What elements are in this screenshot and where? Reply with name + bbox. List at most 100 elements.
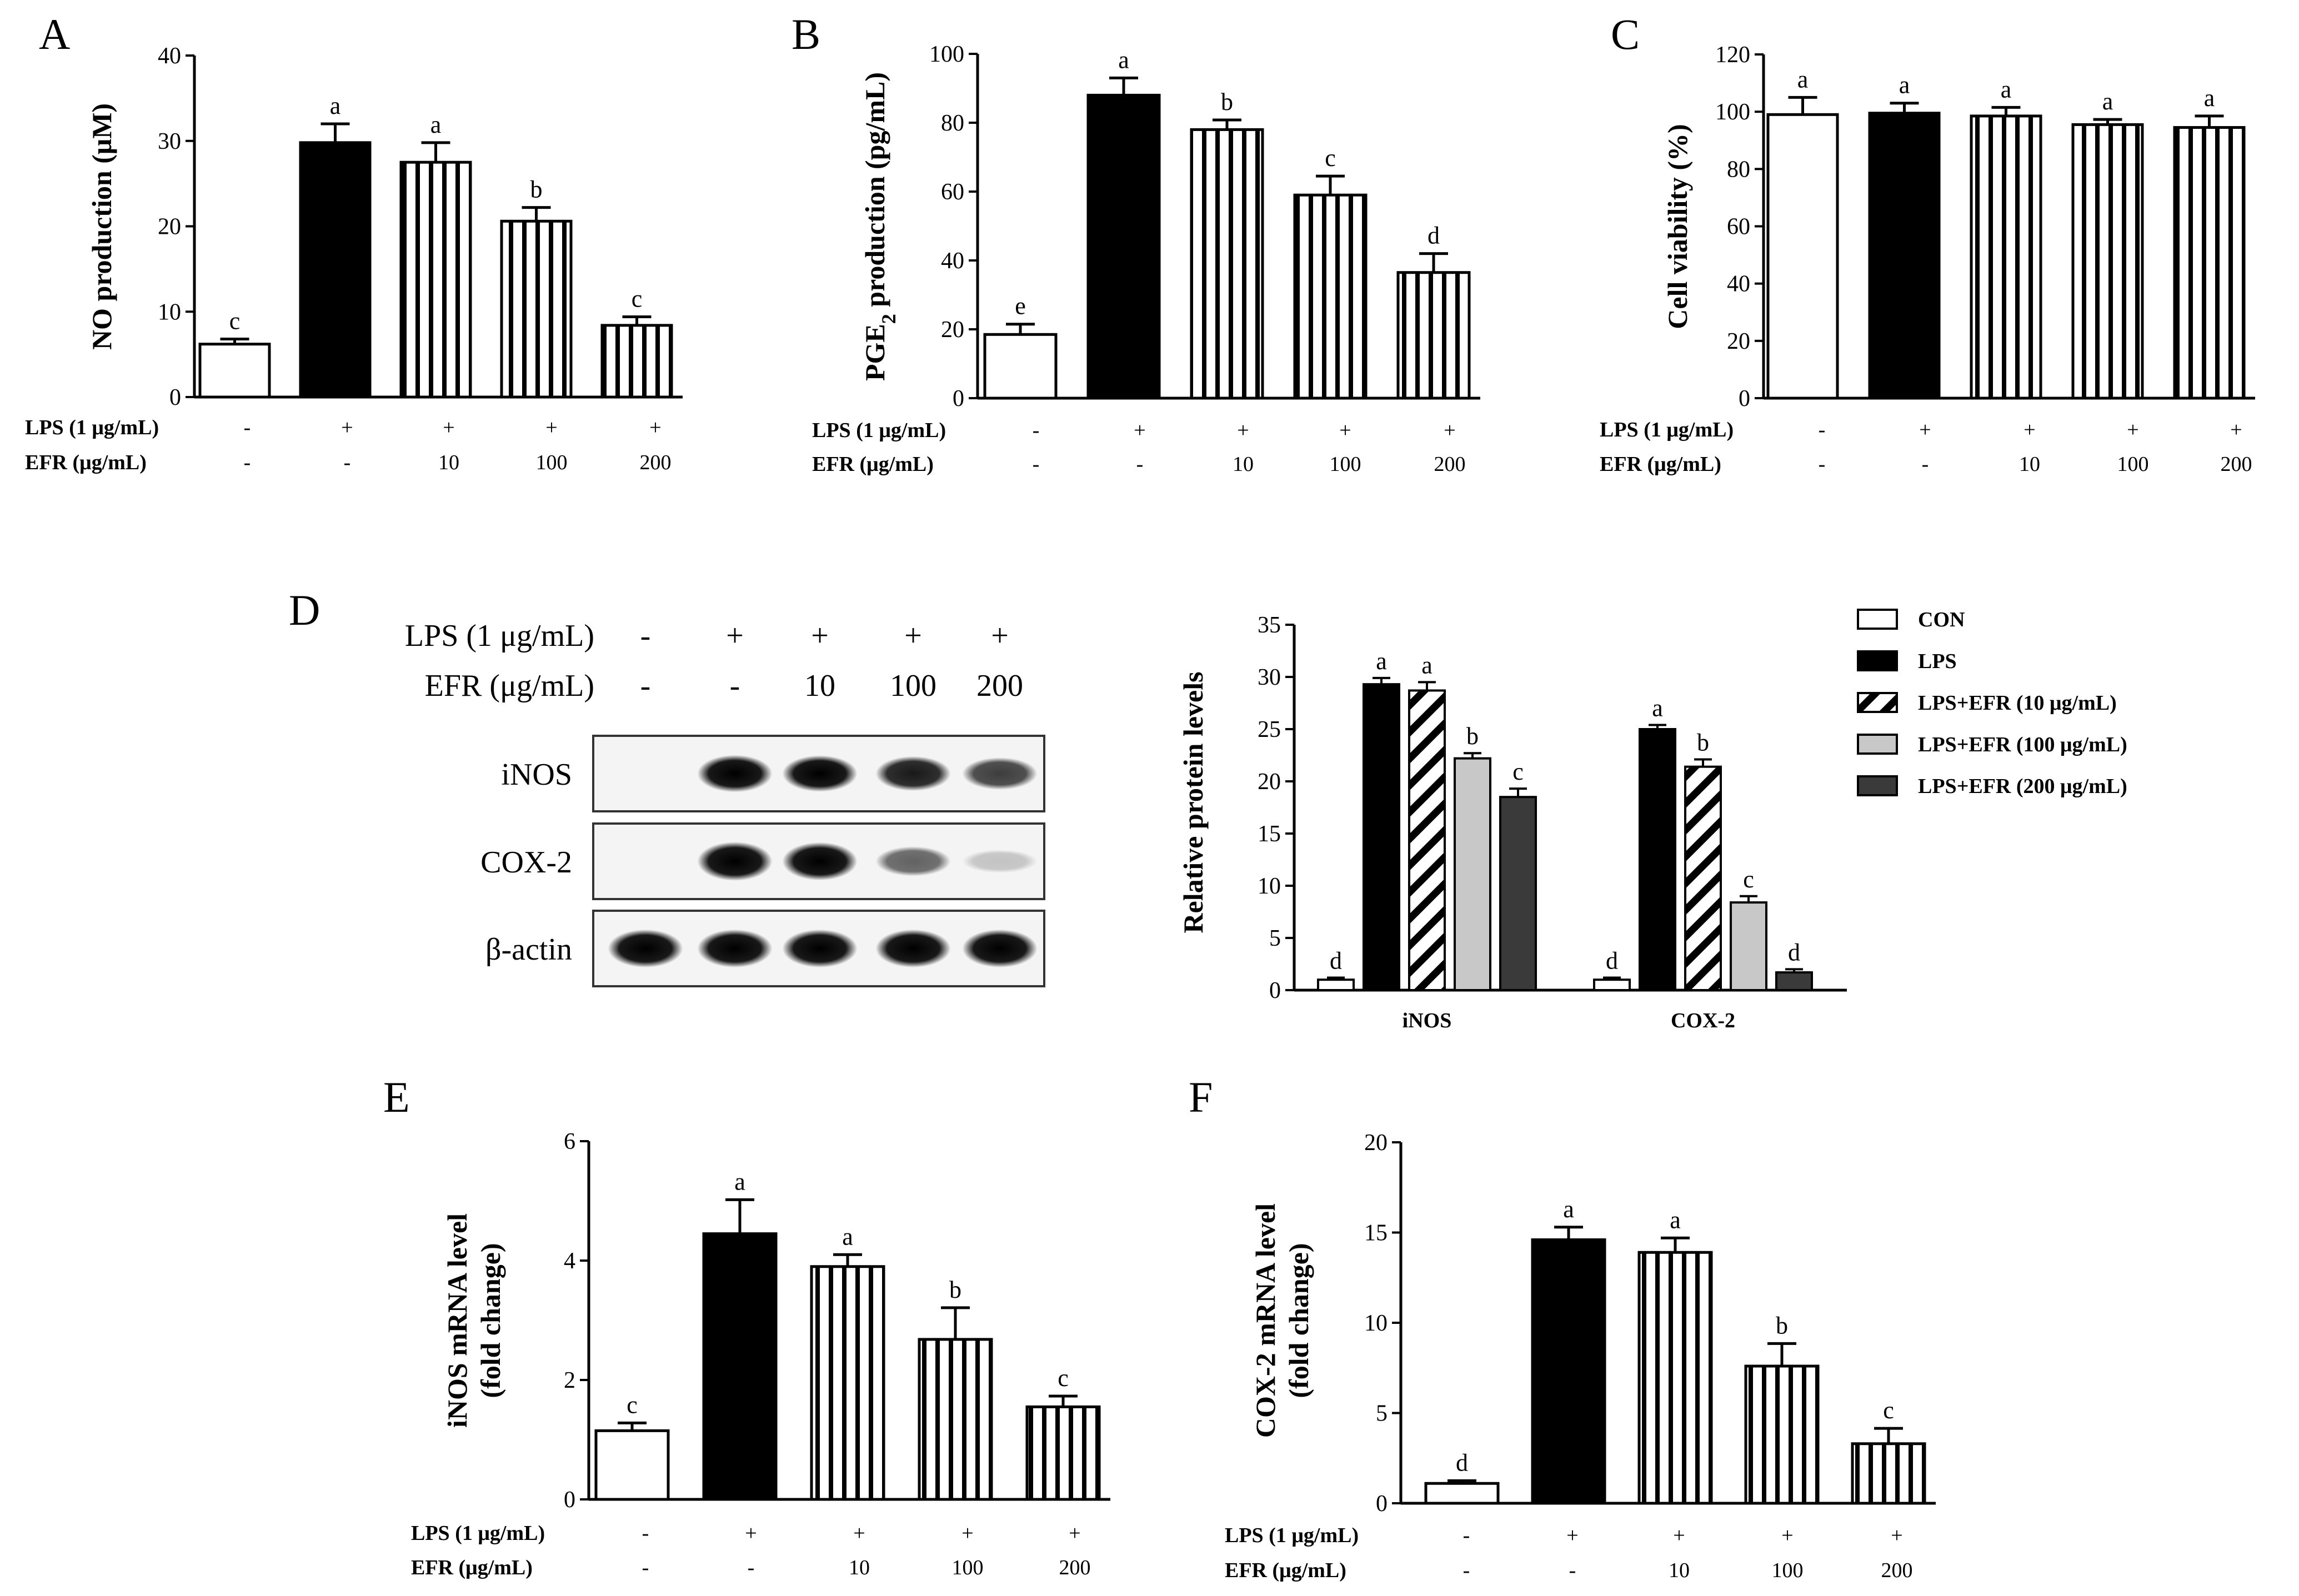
blot-band — [962, 757, 1038, 790]
bar — [1025, 1405, 1101, 1501]
bar — [1190, 128, 1264, 400]
panel-D: D LPS (1 μg/mL) - + + + +EFR (μg/mL) - -10 100 20… — [289, 586, 2127, 1032]
blot-band — [875, 846, 951, 876]
y-tick-label: 40 — [1727, 272, 1750, 297]
condition-value: + — [1339, 419, 1351, 442]
y-tick-label: 120 — [1715, 42, 1750, 68]
y-tick-label: 20 — [1727, 329, 1750, 354]
bar — [1396, 271, 1471, 400]
condition-value: 200 — [640, 451, 672, 474]
condition-value: 100 — [2117, 453, 2149, 476]
panel-F-chart: 0 5 10 15 20 COX-2 mRNA level(fold change) d a a… — [1225, 1130, 1936, 1582]
y-tick-label: 5 — [1376, 1401, 1388, 1427]
significance-letter: a — [1670, 1206, 1681, 1233]
blot-condition-label: LPS (1 μg/mL) — [405, 619, 594, 653]
panel-E-chart: 0 2 4 6 iNOS mRNA level(fold change) c a a b c LPS… — [411, 1129, 1110, 1579]
blot-condition-value: 100 — [890, 669, 936, 703]
condition-value: - — [1463, 1559, 1470, 1582]
blot-condition-value: + — [726, 619, 744, 653]
significance-letter: d — [1606, 947, 1618, 974]
significance-letter: a — [2204, 84, 2215, 112]
y-tick-label: 40 — [941, 248, 964, 274]
panel-A-letter: A — [39, 10, 70, 58]
condition-value: + — [443, 416, 454, 439]
significance-letter: a — [2102, 88, 2113, 115]
y-tick-label: 0 — [953, 386, 964, 411]
legend-label: LPS — [1918, 650, 1957, 673]
bar — [1408, 689, 1446, 991]
panel-B: B 0 20 40 60 80 100 PGE2 production (pg/mL) e a b… — [792, 10, 1480, 476]
bar — [1531, 1238, 1606, 1505]
bar — [1639, 728, 1676, 991]
condition-value: + — [1891, 1524, 1902, 1547]
significance-letter: b — [1466, 722, 1479, 750]
significance-letter: a — [1421, 651, 1433, 679]
blot-band — [962, 929, 1038, 968]
y-tick-label: 2 — [564, 1368, 575, 1393]
condition-value: - — [748, 1556, 755, 1579]
significance-letter: a — [330, 92, 341, 119]
condition-value: + — [1673, 1524, 1685, 1547]
condition-value: + — [649, 416, 661, 439]
condition-value: 100 — [536, 451, 568, 474]
blot-condition-value: 200 — [976, 669, 1023, 703]
blot-condition-value: + — [991, 619, 1009, 653]
panel-E: E 0 2 4 6 iNOS mRNA level(fold change) c a a b c L… — [383, 1073, 1110, 1579]
significance-letter: b — [1776, 1312, 1788, 1339]
y-tick-label: 0 — [1269, 978, 1281, 1003]
y-tick-label: 0 — [1376, 1491, 1388, 1517]
y-tick-label: 20 — [1258, 769, 1281, 795]
blot-band — [782, 842, 858, 881]
condition-value: 200 — [1881, 1559, 1913, 1582]
bar — [918, 1338, 993, 1501]
condition-value: 200 — [2221, 453, 2252, 476]
condition-value: - — [244, 451, 251, 474]
bar — [810, 1265, 885, 1501]
bar — [1293, 193, 1368, 400]
panel-A: A 0 10 20 30 40 NO production (μM) c a a b c LPS (1… — [25, 10, 683, 474]
blot-condition-value: + — [904, 619, 922, 653]
bar — [299, 141, 372, 399]
y-tick-label: 20 — [1364, 1130, 1388, 1156]
bar — [1317, 978, 1355, 991]
y-tick-label: 10 — [158, 299, 181, 325]
condition-label: EFR (μg/mL) — [1600, 453, 1721, 476]
blot-band — [608, 929, 683, 968]
blot-condition-label: EFR (μg/mL) — [425, 669, 594, 703]
significance-letter: d — [1330, 947, 1342, 974]
y-tick-label: 100 — [929, 42, 964, 67]
condition-value: + — [545, 416, 557, 439]
condition-value: - — [642, 1556, 649, 1579]
condition-value: + — [2127, 418, 2138, 441]
condition-value: + — [1781, 1524, 1793, 1547]
condition-value: - — [1136, 453, 1144, 476]
blot-band — [962, 850, 1038, 873]
condition-label: LPS (1 μg/mL) — [25, 416, 159, 439]
condition-value: + — [2230, 418, 2242, 441]
condition-label: EFR (μg/mL) — [1225, 1559, 1346, 1582]
significance-letter: a — [430, 111, 442, 138]
y-axis-label: Relative protein levels — [1178, 671, 1209, 933]
bar — [1851, 1442, 1926, 1505]
condition-value: + — [1919, 418, 1931, 441]
panel-E-letter: E — [383, 1073, 410, 1121]
bar — [600, 324, 673, 399]
blot-row-label: COX-2 — [480, 845, 572, 880]
panel-A-chart: 0 10 20 30 40 NO production (μM) c a a b c LPS (1 μ… — [25, 43, 683, 474]
condition-value: - — [1033, 419, 1040, 442]
panel-D-legend: CON LPS LPS+EFR (10 μg/mL) LPS+EFR (100 μg/… — [1857, 608, 2127, 798]
panel-B-chart: 0 20 40 60 80 100 PGE2 production (pg/mL) e a b c d… — [812, 42, 1480, 476]
significance-letter: b — [1697, 729, 1709, 756]
y-axis-label: PGE2 production (pg/mL) — [859, 72, 900, 381]
bar — [594, 1429, 670, 1501]
y-tick-label: 100 — [1715, 99, 1750, 125]
condition-value: 100 — [1772, 1559, 1804, 1582]
condition-value: 10 — [2019, 453, 2040, 476]
bar — [1086, 93, 1161, 400]
condition-label: LPS (1 μg/mL) — [411, 1522, 545, 1545]
bar — [1684, 765, 1722, 992]
y-tick-label: 60 — [941, 179, 964, 205]
category-label: COX-2 — [1671, 1009, 1735, 1032]
bar — [1766, 113, 1839, 400]
condition-value: + — [1237, 419, 1249, 442]
